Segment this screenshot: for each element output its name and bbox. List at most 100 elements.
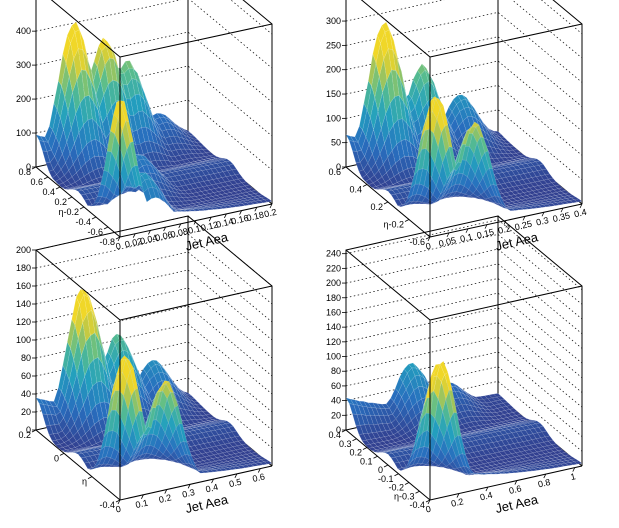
- x-tick-label: 0.6: [251, 471, 265, 484]
- back-wall-frame: [345, 215, 499, 430]
- panel-3: 0 20 40 60 80 100 120 140 160 180 200 0 0.1 0.2 0.3 0.4…: [16, 215, 273, 516]
- z-tick-label: 250: [326, 40, 341, 50]
- x-tick-label: 0.18: [245, 210, 264, 224]
- z-gridline: [35, 377, 273, 449]
- x-tick-label: 0.2: [497, 223, 511, 236]
- y-tick: [362, 184, 368, 187]
- surface-cell: [573, 460, 583, 465]
- z-tick-label: 180: [326, 293, 341, 303]
- z-gridline: [345, 36, 583, 107]
- z-gridline: [345, 263, 583, 335]
- x-tick: [465, 228, 469, 233]
- y-tick: [341, 429, 347, 433]
- z-tick-label: 150: [326, 89, 341, 99]
- x-tick-label: 0.1: [187, 223, 201, 236]
- z-tick-label: 200: [16, 245, 31, 255]
- z-tick-label: 0: [336, 162, 341, 172]
- y-tick-label: -0.6: [409, 237, 425, 247]
- x-tick-label: 0.1: [134, 498, 148, 511]
- z-gridline: [345, 278, 583, 349]
- y-tick: [415, 490, 420, 494]
- x-tick-label: 0: [115, 241, 122, 252]
- z-tick-label: 0: [336, 425, 341, 435]
- y-tick: [59, 452, 65, 456]
- y-tick-label: 0.4: [42, 187, 55, 197]
- z-tick-label: 240: [326, 249, 341, 259]
- y-tick-label: -0.6: [87, 227, 103, 237]
- y-tick: [87, 476, 93, 480]
- x-tick: [148, 230, 151, 235]
- z-gridline: [345, 351, 583, 423]
- surface: [35, 21, 273, 212]
- z-gridline: [345, 307, 583, 379]
- back-wall-frame: [345, 0, 499, 167]
- y-tick-label: -0.2: [388, 483, 404, 493]
- x-tick-label: 0: [425, 241, 432, 252]
- z-tick-label: 60: [21, 371, 31, 381]
- x-axis-label: Jet Aea: [494, 492, 540, 517]
- z-gridline: [35, 31, 273, 103]
- y-tick-label: 0.8: [18, 167, 31, 177]
- bottom-front-edge: [429, 465, 583, 501]
- y-tick-label: 0.2: [370, 202, 383, 212]
- x-tick: [543, 473, 547, 479]
- y-tick-label: 0: [378, 465, 383, 475]
- surface-cell: [573, 198, 583, 203]
- top-front-edge: [119, 23, 273, 58]
- z-tick-label: 20: [21, 407, 31, 417]
- y-tick-label: 0.1: [360, 456, 373, 466]
- surface-cell: [263, 460, 273, 465]
- x-tick-label: 0.4: [479, 490, 493, 503]
- z-gridline: [230, 0, 273, 35]
- y-tick-label: 0: [54, 453, 59, 463]
- x-tick-label: 0.2: [158, 492, 172, 505]
- y-tick: [404, 219, 410, 222]
- z-gridline: [345, 233, 583, 305]
- z-gridline: [345, 60, 583, 132]
- z-tick-label: 100: [16, 335, 31, 345]
- x-tick: [446, 232, 450, 238]
- surface: [345, 360, 583, 476]
- y-tick: [67, 196, 73, 200]
- x-tick: [427, 236, 431, 242]
- x-tick-label: 0: [115, 504, 122, 515]
- z-gridline: [345, 366, 583, 437]
- y-tick: [373, 455, 378, 459]
- z-gridline: [35, 99, 273, 171]
- x-tick: [514, 480, 518, 485]
- z-tick-label: 140: [16, 299, 31, 309]
- x-tick: [503, 220, 507, 225]
- surface: [35, 288, 273, 474]
- x-tick: [187, 484, 191, 489]
- x-tick-label: 0.3: [535, 215, 549, 228]
- x-tick: [117, 236, 121, 242]
- y-tick-label: 0.4: [349, 185, 362, 195]
- z-tick-label: 160: [326, 307, 341, 317]
- x-tick-label: 0.06: [154, 229, 173, 243]
- y-tick-label: 0.2: [18, 430, 31, 440]
- x-tick-label: 0.2: [263, 207, 277, 220]
- y-tick: [425, 236, 431, 240]
- z-gridline: [35, 0, 273, 69]
- y-tick: [43, 176, 49, 180]
- x-tick-label: 0.5: [228, 477, 242, 490]
- x-tick-label: 0.05: [438, 235, 457, 249]
- x-tick: [117, 499, 121, 505]
- z-gridline: [345, 12, 583, 83]
- z-gridline: [35, 65, 273, 137]
- y-tick-label: 0.3: [339, 439, 352, 449]
- z-gridline: [345, 322, 583, 393]
- x-tick: [254, 207, 258, 212]
- x-tick: [193, 220, 197, 225]
- x-tick-label: 0.25: [514, 219, 533, 233]
- z-tick-label: 200: [16, 94, 31, 104]
- x-tick: [234, 473, 238, 479]
- x-tick-label: 0.2: [450, 496, 464, 509]
- z-gridline: [35, 287, 273, 359]
- y-tick: [362, 447, 368, 450]
- z-gridline: [345, 292, 583, 364]
- y-tick-label: 0.6: [30, 177, 43, 187]
- x-tick: [572, 467, 576, 472]
- y-tick-label: 0.4: [328, 430, 341, 440]
